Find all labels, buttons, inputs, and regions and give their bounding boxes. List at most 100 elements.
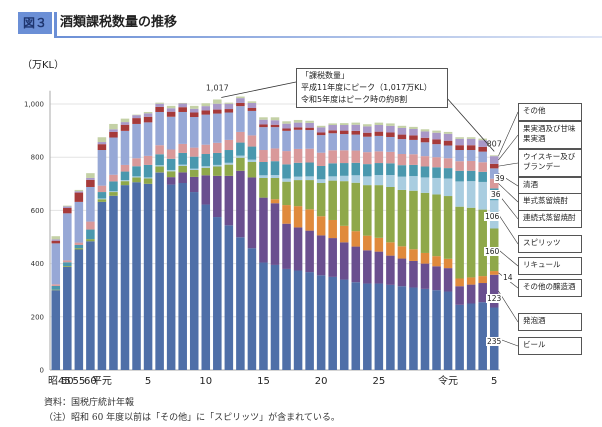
bar-segment: [155, 106, 164, 112]
bar-segment: [386, 125, 395, 133]
bar-segment: [443, 131, 453, 134]
bar-segment: [397, 258, 407, 287]
bar-segment: [478, 302, 487, 370]
annotation-label: 1,017: [206, 83, 229, 92]
bar-segment: [74, 248, 84, 250]
bar-segment: [363, 250, 372, 284]
callout-line-2: 平成11年度にピーク（1,017万KL）: [301, 83, 432, 92]
bar-segment: [143, 155, 153, 165]
bar-segment: [282, 178, 291, 182]
bar-segment: [305, 272, 314, 370]
callout-line-1: 「課税数量」: [301, 71, 349, 80]
bar-segment: [466, 170, 476, 182]
bar-segment: [120, 118, 130, 123]
bar-segment: [443, 291, 453, 370]
bar-segment: [155, 111, 164, 146]
bar-segment: [109, 137, 118, 175]
bar-segment: [432, 144, 441, 158]
bar-segment: [478, 181, 487, 210]
bar-segment: [143, 164, 153, 178]
bar-segment: [316, 275, 326, 370]
bar-segment: [51, 239, 61, 241]
bar-segment: [213, 99, 222, 104]
bar-segment: [224, 139, 234, 151]
legend-item: 果実酒及び甘味果実酒: [518, 121, 582, 149]
bar-segment: [363, 185, 372, 236]
bar-segment: [201, 103, 211, 107]
bar-segment: [189, 112, 199, 118]
bar-segment: [466, 150, 476, 161]
value-label: 106: [484, 212, 501, 221]
figure-number: 図３: [18, 12, 52, 34]
bar-segment: [409, 287, 418, 370]
bar-segment: [74, 201, 84, 243]
bar-segment: [363, 164, 372, 177]
bar-segment: [386, 175, 395, 187]
value-label: 14: [502, 273, 514, 282]
bar-segment: [86, 229, 95, 240]
bar-segment: [143, 113, 153, 117]
bar-segment: [478, 283, 487, 303]
bar-segment: [166, 116, 176, 150]
bar-segment: [397, 246, 407, 259]
bar-segment: [63, 260, 72, 263]
callout-arrow: [221, 81, 297, 98]
bar-segment: [339, 130, 349, 135]
bar-segment: [224, 175, 234, 226]
bar-segment: [63, 208, 72, 214]
bar-segment: [51, 240, 61, 244]
bar-segment: [74, 192, 84, 202]
bar-segment: [443, 145, 453, 159]
bar-segment: [363, 283, 372, 370]
bar-segment: [478, 140, 487, 147]
bar-segment: [213, 166, 222, 176]
bar-segment: [489, 274, 499, 308]
bar-segment: [316, 179, 326, 183]
bar-segment: [63, 205, 72, 207]
bar-segment: [328, 219, 337, 239]
x-tick-label: 25: [372, 376, 385, 387]
bar-segment: [409, 249, 418, 261]
bar-segment: [374, 131, 384, 136]
bar-segment: [363, 132, 372, 137]
bar-segment: [86, 173, 95, 178]
bar-segment: [351, 130, 361, 135]
bar-segment: [189, 169, 199, 177]
bar-segment: [374, 237, 384, 252]
bar-segment: [409, 190, 418, 250]
bar-segment: [247, 102, 257, 108]
bar-segment: [120, 181, 130, 186]
bar-segment: [397, 286, 407, 370]
value-label: 123: [486, 294, 503, 303]
bar-segment: [224, 162, 234, 165]
bar-segment: [328, 180, 337, 220]
bar-segment: [374, 251, 384, 284]
bar-segment: [386, 255, 395, 285]
bar-segment: [224, 150, 234, 163]
bar-segment: [455, 206, 464, 279]
bar-segment: [305, 209, 314, 231]
bar-segment: [351, 175, 361, 183]
bar-segment: [305, 180, 314, 210]
bar-segment: [97, 137, 107, 143]
bar-segment: [466, 138, 476, 146]
bar-segment: [293, 180, 303, 207]
bar-segment: [305, 130, 314, 149]
source-note: 資料：国税庁統計年報: [44, 398, 135, 408]
bar-segment: [328, 133, 337, 151]
bar-segment: [351, 134, 361, 151]
bar-segment: [97, 150, 107, 186]
bar-segment: [466, 160, 476, 171]
bar-segment: [455, 150, 464, 162]
bar-segment: [143, 122, 153, 156]
legend-item: その他の醸造酒: [518, 279, 582, 297]
bar-segment: [178, 102, 187, 104]
bar-segment: [166, 169, 176, 172]
bar-segment: [282, 121, 291, 124]
bar-segment: [213, 103, 222, 110]
bar-segment: [443, 158, 453, 169]
bar-segment: [443, 196, 453, 259]
bar-segment: [155, 102, 164, 104]
bar-segment: [236, 98, 245, 103]
bar-segment: [178, 111, 187, 144]
